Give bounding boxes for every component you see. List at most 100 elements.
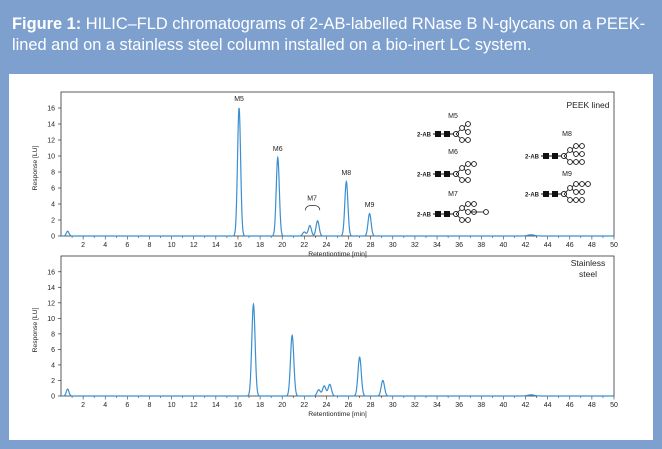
mannose-circle-icon bbox=[465, 137, 471, 143]
plot-frame bbox=[60, 91, 615, 237]
x-tick-label: 14 bbox=[212, 402, 220, 409]
x-tick-label: 8 bbox=[148, 242, 152, 249]
glycan-label: M7 bbox=[448, 191, 458, 198]
x-tick-label: 26 bbox=[345, 242, 353, 249]
x-tick-label: 22 bbox=[300, 242, 308, 249]
glycan-tag-label: 2-AB bbox=[417, 173, 432, 179]
y-tick-label: 12 bbox=[47, 138, 55, 145]
mannose-circle-icon bbox=[579, 197, 585, 203]
mannose-circle-icon bbox=[465, 161, 471, 167]
glycan-label: M9 bbox=[562, 171, 572, 178]
x-tick-label: 34 bbox=[433, 242, 441, 249]
glycan-structure-m6: M6 2-AB bbox=[417, 149, 477, 183]
y-axis-label: Response [LU] bbox=[32, 145, 39, 190]
x-tick-label: 30 bbox=[389, 242, 397, 249]
x-tick-label: 6 bbox=[125, 402, 129, 409]
mannose-circle-icon bbox=[459, 217, 465, 223]
y-tick-label: 0 bbox=[51, 234, 55, 241]
x-tick-label: 24 bbox=[323, 242, 331, 249]
x-tick-label: 12 bbox=[190, 242, 198, 249]
mannose-circle-icon bbox=[459, 125, 465, 131]
glcnac-square-icon bbox=[435, 131, 441, 137]
glcnac-square-icon bbox=[435, 171, 441, 177]
mannose-circle-icon bbox=[579, 159, 585, 165]
glcnac-square-icon bbox=[444, 171, 450, 177]
glycan-label: M6 bbox=[448, 149, 458, 156]
mannose-circle-icon bbox=[573, 159, 579, 165]
mannose-circle-icon bbox=[579, 189, 585, 195]
glycan-tag-label: 2-AB bbox=[525, 155, 540, 161]
glcnac-square-icon bbox=[444, 211, 450, 217]
x-tick-label: 36 bbox=[455, 402, 463, 409]
x-tick-label: 10 bbox=[168, 242, 176, 249]
x-tick-label: 6 bbox=[125, 242, 129, 249]
mannose-circle-icon bbox=[465, 201, 471, 207]
glcnac-square-icon bbox=[543, 191, 549, 197]
y-tick-label: 0 bbox=[51, 394, 55, 401]
mannose-circle-icon bbox=[465, 169, 471, 175]
mannose-circle-icon bbox=[573, 151, 579, 157]
peak-label: M9 bbox=[365, 202, 375, 209]
glycan-tag-label: 2-AB bbox=[417, 213, 432, 219]
x-axis-label: Retentiontime [min] bbox=[308, 251, 367, 258]
peak-label: M6 bbox=[273, 146, 283, 153]
x-tick-label: 2 bbox=[81, 402, 85, 409]
y-tick-label: 6 bbox=[51, 347, 55, 354]
x-tick-label: 42 bbox=[522, 242, 530, 249]
x-tick-label: 30 bbox=[389, 402, 397, 409]
x-tick-label: 28 bbox=[367, 242, 375, 249]
x-tick-label: 34 bbox=[433, 402, 441, 409]
y-tick-label: 2 bbox=[51, 378, 55, 385]
x-tick-label: 16 bbox=[234, 242, 242, 249]
mannose-circle-icon bbox=[573, 197, 579, 203]
glycan-structure-m8: M8 2-AB bbox=[525, 131, 585, 165]
m7-bracket bbox=[305, 205, 321, 211]
x-tick-label: 42 bbox=[522, 402, 530, 409]
x-tick-label: 22 bbox=[300, 402, 308, 409]
glycan-tag-label: 2-AB bbox=[417, 133, 432, 139]
x-tick-label: 40 bbox=[500, 242, 508, 249]
panel-title-line: Stainless bbox=[571, 258, 606, 268]
glcnac-square-icon bbox=[435, 211, 441, 217]
mannose-circle-icon bbox=[579, 181, 585, 187]
x-tick-label: 50 bbox=[610, 402, 618, 409]
mannose-circle-icon bbox=[471, 201, 477, 207]
y-tick-label: 8 bbox=[51, 170, 55, 177]
y-tick-label: 2 bbox=[51, 218, 55, 225]
peak-label: M8 bbox=[341, 170, 351, 177]
x-tick-label: 18 bbox=[256, 402, 264, 409]
x-tick-label: 46 bbox=[566, 242, 574, 249]
glcnac-square-icon bbox=[552, 153, 558, 159]
figure-label: Figure 1: bbox=[12, 15, 82, 33]
mannose-circle-icon bbox=[585, 181, 591, 187]
panel-title: PEEK lined bbox=[567, 100, 610, 110]
glycan-tag-label: 2-AB bbox=[525, 193, 540, 199]
mannose-circle-icon bbox=[573, 143, 579, 149]
x-tick-label: 46 bbox=[566, 402, 574, 409]
mannose-circle-icon bbox=[459, 205, 465, 211]
x-tick-label: 14 bbox=[212, 242, 220, 249]
x-tick-label: 26 bbox=[345, 402, 353, 409]
x-tick-label: 4 bbox=[103, 402, 107, 409]
y-tick-label: 16 bbox=[47, 269, 55, 276]
glycan-structure-m7: M7 2-AB bbox=[417, 191, 489, 223]
chromatogram-trace bbox=[61, 302, 614, 397]
mannose-circle-icon bbox=[459, 165, 465, 171]
x-tick-label: 44 bbox=[544, 402, 552, 409]
x-tick-label: 10 bbox=[168, 402, 176, 409]
figure-caption-text: HILIC–FLD chromatograms of 2-AB-labelled… bbox=[12, 15, 646, 54]
mannose-circle-icon bbox=[465, 209, 471, 215]
x-tick-label: 8 bbox=[148, 402, 152, 409]
mannose-circle-icon bbox=[483, 209, 489, 215]
y-tick-label: 10 bbox=[47, 316, 55, 323]
peak-label: M7 bbox=[307, 195, 317, 202]
mannose-circle-icon bbox=[471, 161, 477, 167]
mannose-circle-icon bbox=[567, 159, 573, 165]
x-tick-label: 32 bbox=[411, 242, 419, 249]
x-tick-label: 20 bbox=[278, 242, 286, 249]
x-axis-label: Retentiontime [min] bbox=[308, 411, 367, 418]
y-tick-label: 8 bbox=[51, 331, 55, 338]
